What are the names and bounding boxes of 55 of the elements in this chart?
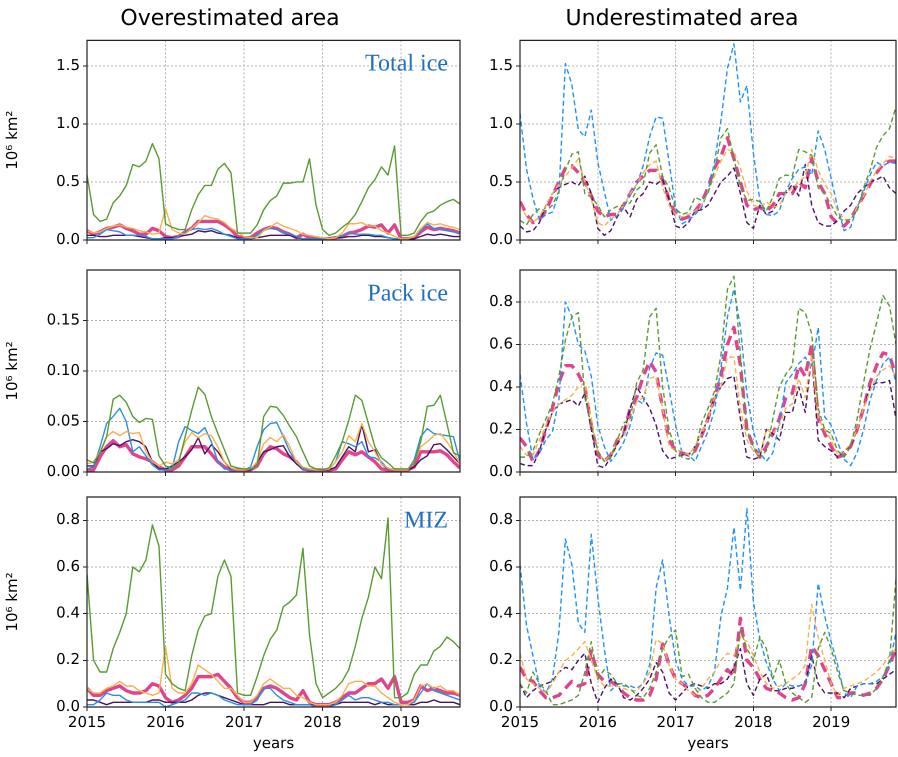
chart-title: Underestimated area xyxy=(566,6,798,31)
x-tick-label: 2018 xyxy=(303,712,342,731)
y-tick-label: 0.5 xyxy=(56,172,80,190)
y-tick-label: 0.4 xyxy=(489,604,513,622)
y-tick-label: 0.2 xyxy=(56,650,80,668)
x-tick-label: 2019 xyxy=(812,712,850,731)
x-tick-label: 2015 xyxy=(68,712,106,731)
y-tick-label: 1.0 xyxy=(56,114,80,132)
y-tick-label: 0.8 xyxy=(489,292,513,310)
annotation: MIZ xyxy=(404,507,448,534)
line-series xyxy=(520,604,896,696)
y-tick-label: 1.0 xyxy=(489,114,513,132)
x-tick-label: 2019 xyxy=(382,712,420,731)
y-axis-title: 10⁶ km² xyxy=(2,572,21,632)
y-tick-label: 0.6 xyxy=(56,556,80,575)
x-tick-label: 2016 xyxy=(578,712,617,731)
line-series xyxy=(520,578,896,706)
annotation: Total ice xyxy=(365,50,448,77)
line-series xyxy=(520,616,896,702)
line-series xyxy=(520,164,896,236)
y-tick-label: 0.8 xyxy=(489,510,513,528)
line-series xyxy=(520,508,896,698)
y-tick-label: 0.0 xyxy=(56,230,80,248)
x-axis-title: years xyxy=(252,734,294,752)
line-series xyxy=(520,43,896,232)
y-tick-label: 0.0 xyxy=(489,230,513,248)
x-tick-label: 2017 xyxy=(656,712,695,731)
x-tick-label: 2018 xyxy=(734,712,772,731)
y-tick-label: 0.5 xyxy=(489,172,513,190)
y-tick-label: 0.4 xyxy=(489,376,513,395)
y-tick-label: 0.0 xyxy=(489,696,513,715)
y-tick-label: 0.0 xyxy=(489,462,513,480)
y-tick-label: 0.05 xyxy=(46,411,80,430)
y-tick-label: 0.10 xyxy=(46,360,80,379)
chart-title: Overestimated area xyxy=(120,6,340,31)
y-tick-label: 0.6 xyxy=(489,334,513,352)
y-axis-title: 10⁶ km² xyxy=(2,110,21,170)
y-tick-label: 1.5 xyxy=(56,56,80,74)
y-tick-label: 0.15 xyxy=(46,310,80,328)
annotation: Pack ice xyxy=(367,280,448,306)
x-tick-label: 2016 xyxy=(146,712,185,731)
y-tick-label: 0.00 xyxy=(46,462,80,480)
x-tick-label: 2017 xyxy=(224,712,264,731)
y-tick-label: 0.2 xyxy=(489,419,513,438)
y-tick-label: 0.8 xyxy=(56,510,80,528)
y-tick-label: 0.4 xyxy=(56,604,80,622)
line-series xyxy=(520,648,896,704)
y-tick-label: 0.2 xyxy=(489,650,513,668)
y-tick-label: 1.5 xyxy=(489,56,513,74)
x-tick-label: 2015 xyxy=(500,712,540,731)
y-tick-label: 0.6 xyxy=(489,556,513,575)
x-axis-title: years xyxy=(687,734,729,752)
line-series xyxy=(520,326,896,464)
y-tick-label: 0.0 xyxy=(56,696,80,715)
y-axis-title: 10⁶ km² xyxy=(2,341,21,401)
